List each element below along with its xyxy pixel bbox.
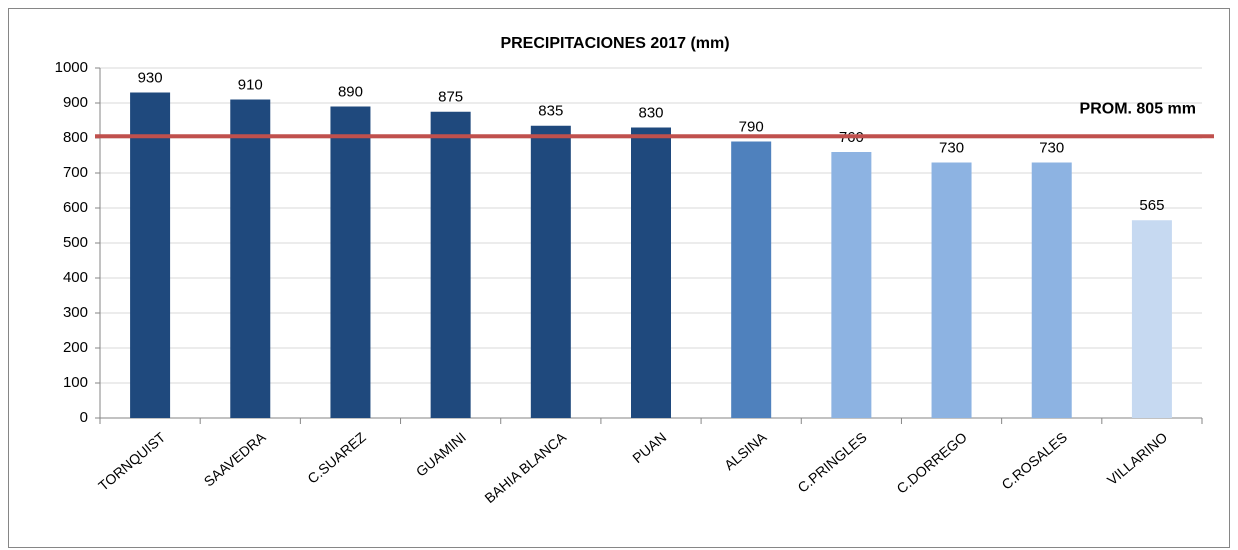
y-tick-label: 700 bbox=[63, 164, 88, 181]
bar bbox=[330, 106, 371, 418]
data-label: 835 bbox=[538, 103, 563, 120]
y-tick-label: 800 bbox=[63, 129, 88, 146]
data-label: 830 bbox=[638, 104, 663, 121]
bar bbox=[1031, 162, 1072, 418]
y-tick-label: 600 bbox=[63, 199, 88, 216]
data-label: 910 bbox=[238, 76, 263, 93]
data-label: 730 bbox=[1039, 139, 1064, 156]
bar bbox=[1131, 220, 1172, 418]
data-label: 875 bbox=[438, 89, 463, 106]
data-label: 790 bbox=[739, 118, 764, 135]
bar bbox=[230, 99, 271, 418]
y-tick-label: 100 bbox=[63, 374, 88, 391]
bar bbox=[530, 125, 571, 418]
y-tick-label: 500 bbox=[63, 234, 88, 251]
y-tick-label: 200 bbox=[63, 339, 88, 356]
data-label: 730 bbox=[939, 139, 964, 156]
y-tick-label: 400 bbox=[63, 269, 88, 286]
bar bbox=[631, 127, 671, 418]
y-tick-label: 900 bbox=[63, 94, 88, 111]
bar bbox=[130, 92, 171, 418]
y-tick-label: 300 bbox=[63, 304, 88, 321]
bar bbox=[430, 111, 471, 418]
y-tick-label: 1000 bbox=[55, 59, 88, 76]
bar bbox=[731, 141, 772, 418]
average-label: PROM. 805 mm bbox=[1080, 101, 1196, 118]
data-label: 930 bbox=[138, 69, 163, 86]
y-tick-label: 0 bbox=[80, 409, 88, 426]
data-label: 565 bbox=[1139, 197, 1164, 214]
data-label: 890 bbox=[338, 83, 363, 100]
bar bbox=[831, 152, 872, 418]
chart-title: PRECIPITACIONES 2017 (mm) bbox=[500, 35, 729, 52]
bar bbox=[931, 162, 972, 418]
